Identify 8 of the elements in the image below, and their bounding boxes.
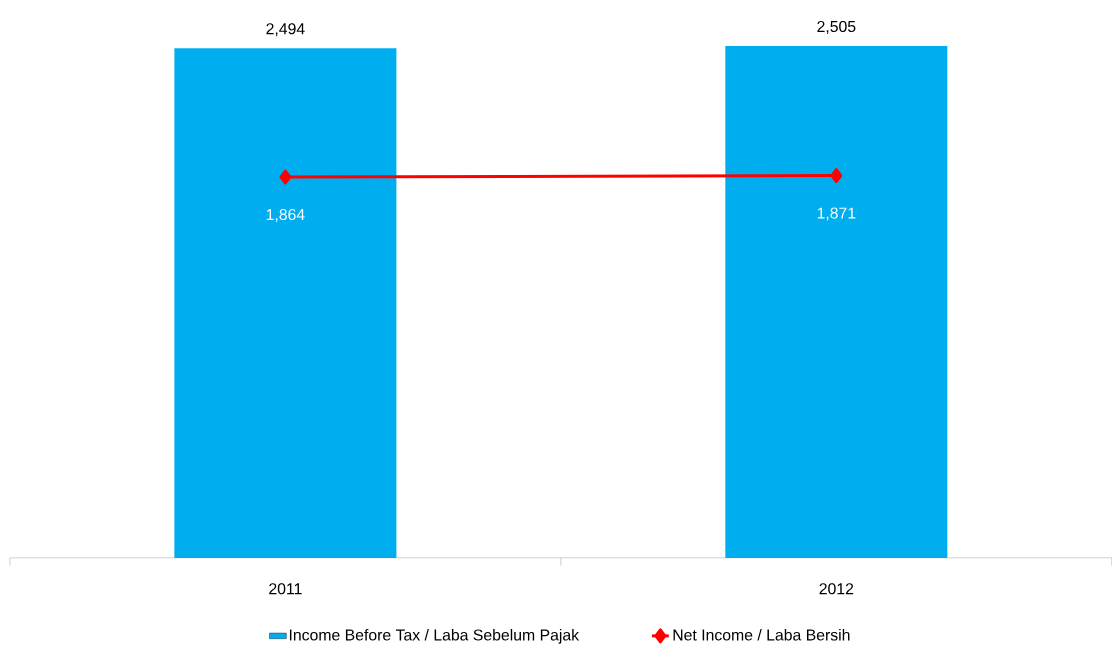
data-label: 1,871: [817, 207, 856, 221]
data-label: 2,494: [266, 23, 305, 37]
data-label: 1,864: [266, 208, 305, 222]
legend-label: Net Income / Laba Bersih: [673, 628, 850, 641]
x-tick-label: 2012: [819, 583, 854, 595]
legend-label: Income Before Tax / Laba Sebelum Pajak: [289, 628, 580, 644]
x-tick-label: 2011: [269, 583, 302, 595]
data-label: 2,505: [817, 20, 856, 34]
